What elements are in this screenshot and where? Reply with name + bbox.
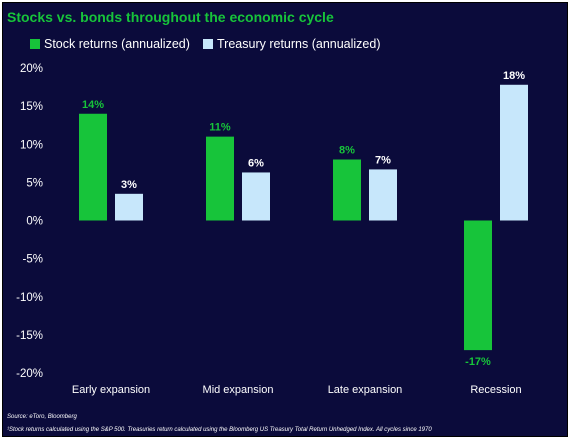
chart-svg: Stocks vs. bonds throughout the economic… [7,9,528,433]
stock-bar [206,136,234,221]
x-category-label: Mid expansion [203,384,274,396]
stock-bar [79,113,107,221]
x-category-label: Early expansion [72,384,150,396]
y-axis: 20% 15% 10% 5% 0% -5% -10% -15% -20% [16,63,43,380]
treasury-bar [115,193,143,221]
stock-data-label: 14% [82,99,104,111]
treasury-data-label: 3% [121,179,137,191]
y-tick-label: -15% [16,330,43,342]
y-tick-label: 10% [20,139,43,151]
y-tick-label: -20% [16,368,43,380]
legend-swatch-treasury [203,39,213,49]
y-tick-label: 5% [26,177,43,189]
x-category-label: Late expansion [328,384,403,396]
stock-bar [333,159,361,221]
footnote: ¹Stock returns calculated using the S&P … [7,427,432,433]
legend-label-stock: Stock returns (annualized) [44,37,190,51]
treasury-data-label: 6% [248,157,264,169]
y-tick-label: 0% [26,216,43,228]
y-tick-label: 20% [20,63,43,75]
legend: Stock returns (annualized) Treasury retu… [30,37,381,51]
stock-bar [464,220,492,351]
treasury-bar [369,169,397,221]
treasury-bar [500,84,528,221]
y-tick-label: -10% [16,292,43,304]
stock-data-label: 11% [209,122,231,134]
y-tick-label: 15% [20,101,43,113]
x-axis: Early expansion Mid expansion Late expansi… [72,384,522,396]
chart-frame: Stocks vs. bonds throughout the economic… [2,2,568,437]
chart-title: Stocks vs. bonds throughout the economic… [7,9,334,25]
legend-label-treasury: Treasury returns (annualized) [217,37,381,51]
treasury-data-label: 7% [375,154,391,166]
treasury-data-label: 18% [503,70,525,82]
source-note: Source: eToro, Bloomberg [7,414,77,420]
bars [79,84,528,351]
treasury-bar [242,172,270,221]
x-category-label: Recession [470,384,521,396]
y-tick-label: -5% [23,254,43,266]
stock-data-label: 8% [339,145,355,157]
stock-data-label: -17% [465,356,491,368]
data-labels: 14% 11% 8% -17% 3% 6% 7% 18% [82,70,525,368]
legend-swatch-stock [30,39,40,49]
